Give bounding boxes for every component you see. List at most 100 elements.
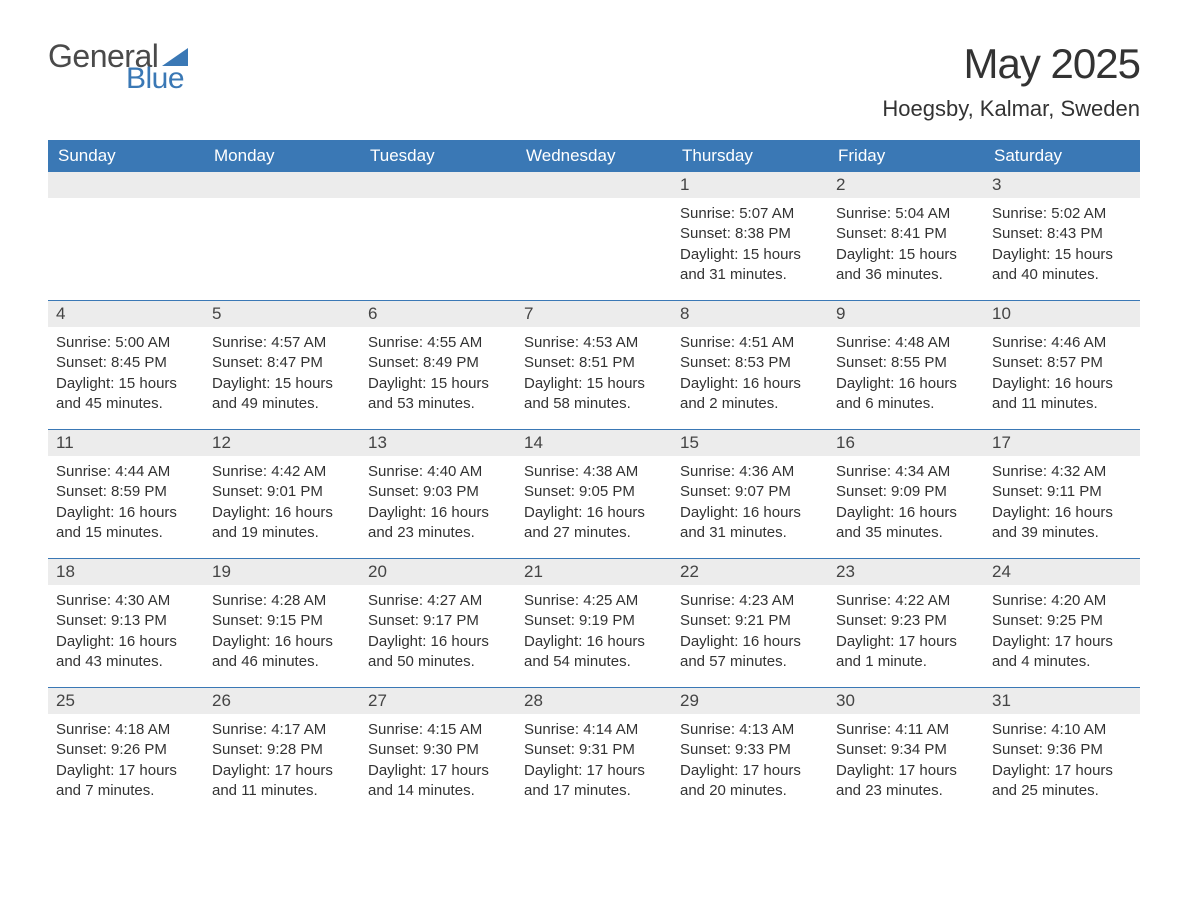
month-title: May 2025: [882, 40, 1140, 88]
sunrise-text: Sunrise: 5:02 AM: [992, 204, 1132, 224]
cell-body: Sunrise: 4:51 AMSunset: 8:53 PMDaylight:…: [672, 327, 828, 422]
sunrise-text: Sunrise: 4:44 AM: [56, 462, 196, 482]
calendar-cell: 18Sunrise: 4:30 AMSunset: 9:13 PMDayligh…: [48, 559, 204, 687]
cell-body: Sunrise: 4:11 AMSunset: 9:34 PMDaylight:…: [828, 714, 984, 809]
weekday-header-row: Sunday Monday Tuesday Wednesday Thursday…: [48, 140, 1140, 172]
daylight2-text: and 50 minutes.: [368, 652, 508, 672]
sunrise-text: Sunrise: 4:11 AM: [836, 720, 976, 740]
sunset-text: Sunset: 8:41 PM: [836, 224, 976, 244]
daylight2-text: and 31 minutes.: [680, 265, 820, 285]
day-number: 7: [516, 301, 672, 327]
sunset-text: Sunset: 9:31 PM: [524, 740, 664, 760]
cell-body: Sunrise: 4:13 AMSunset: 9:33 PMDaylight:…: [672, 714, 828, 809]
sunrise-text: Sunrise: 4:14 AM: [524, 720, 664, 740]
daylight2-text: and 4 minutes.: [992, 652, 1132, 672]
calendar-cell: 17Sunrise: 4:32 AMSunset: 9:11 PMDayligh…: [984, 430, 1140, 558]
daylight1-text: Daylight: 17 hours: [212, 761, 352, 781]
sunrise-text: Sunrise: 5:07 AM: [680, 204, 820, 224]
day-number: 19: [204, 559, 360, 585]
day-number: 9: [828, 301, 984, 327]
daylight2-text: and 11 minutes.: [992, 394, 1132, 414]
daylight2-text: and 17 minutes.: [524, 781, 664, 801]
cell-body: Sunrise: 5:02 AMSunset: 8:43 PMDaylight:…: [984, 198, 1140, 293]
day-number: 28: [516, 688, 672, 714]
cell-body: Sunrise: 4:10 AMSunset: 9:36 PMDaylight:…: [984, 714, 1140, 809]
cell-body: Sunrise: 4:32 AMSunset: 9:11 PMDaylight:…: [984, 456, 1140, 551]
day-number: 17: [984, 430, 1140, 456]
cell-body: Sunrise: 4:55 AMSunset: 8:49 PMDaylight:…: [360, 327, 516, 422]
cell-body: Sunrise: 4:20 AMSunset: 9:25 PMDaylight:…: [984, 585, 1140, 680]
daylight2-text: and 40 minutes.: [992, 265, 1132, 285]
weekday-header: Sunday: [48, 140, 204, 172]
sunset-text: Sunset: 9:28 PM: [212, 740, 352, 760]
daylight2-text: and 25 minutes.: [992, 781, 1132, 801]
weekday-header: Friday: [828, 140, 984, 172]
daylight2-text: and 43 minutes.: [56, 652, 196, 672]
sunset-text: Sunset: 9:34 PM: [836, 740, 976, 760]
cell-body: Sunrise: 4:22 AMSunset: 9:23 PMDaylight:…: [828, 585, 984, 680]
sunset-text: Sunset: 8:51 PM: [524, 353, 664, 373]
sunset-text: Sunset: 9:11 PM: [992, 482, 1132, 502]
cell-body: Sunrise: 4:40 AMSunset: 9:03 PMDaylight:…: [360, 456, 516, 551]
daylight1-text: Daylight: 17 hours: [368, 761, 508, 781]
daylight2-text: and 23 minutes.: [368, 523, 508, 543]
calendar-cell: 28 Sunrise: 4:14 AMSunset: 9:31 PMDayligh…: [516, 688, 672, 816]
calendar-cell: 11Sunrise: 4:44 AMSunset: 8:59 PMDayligh…: [48, 430, 204, 558]
sunset-text: Sunset: 9:03 PM: [368, 482, 508, 502]
daylight2-text: and 45 minutes.: [56, 394, 196, 414]
sunrise-text: Sunrise: 4:57 AM: [212, 333, 352, 353]
daylight1-text: Daylight: 17 hours: [524, 761, 664, 781]
daylight1-text: Daylight: 16 hours: [992, 503, 1132, 523]
cell-body: Sunrise: 4:28 AMSunset: 9:15 PMDaylight:…: [204, 585, 360, 680]
daylight2-text: and 20 minutes.: [680, 781, 820, 801]
sunrise-text: Sunrise: 4:27 AM: [368, 591, 508, 611]
daylight1-text: Daylight: 16 hours: [368, 632, 508, 652]
sunset-text: Sunset: 8:38 PM: [680, 224, 820, 244]
daylight1-text: Daylight: 17 hours: [836, 761, 976, 781]
daylight2-text: and 31 minutes.: [680, 523, 820, 543]
calendar-cell: 9Sunrise: 4:48 AMSunset: 8:55 PMDaylight…: [828, 301, 984, 429]
daylight2-text: and 35 minutes.: [836, 523, 976, 543]
sunset-text: Sunset: 9:26 PM: [56, 740, 196, 760]
daylight2-text: and 14 minutes.: [368, 781, 508, 801]
sunset-text: Sunset: 9:36 PM: [992, 740, 1132, 760]
cell-body: Sunrise: 4:44 AMSunset: 8:59 PMDaylight:…: [48, 456, 204, 551]
calendar-cell: 6Sunrise: 4:55 AMSunset: 8:49 PMDaylight…: [360, 301, 516, 429]
calendar-cell: 20Sunrise: 4:27 AMSunset: 9:17 PMDayligh…: [360, 559, 516, 687]
calendar-cell: 29Sunrise: 4:13 AMSunset: 9:33 PMDayligh…: [672, 688, 828, 816]
calendar-cell: 24Sunrise: 4:20 AMSunset: 9:25 PMDayligh…: [984, 559, 1140, 687]
day-number: [516, 172, 672, 198]
sunrise-text: Sunrise: 4:17 AM: [212, 720, 352, 740]
sunset-text: Sunset: 8:59 PM: [56, 482, 196, 502]
day-number: 31: [984, 688, 1140, 714]
sunrise-text: Sunrise: 4:42 AM: [212, 462, 352, 482]
calendar-cell: 12Sunrise: 4:42 AMSunset: 9:01 PMDayligh…: [204, 430, 360, 558]
sunrise-text: Sunrise: 4:51 AM: [680, 333, 820, 353]
sunset-text: Sunset: 9:23 PM: [836, 611, 976, 631]
sunrise-text: Sunrise: 4:53 AM: [524, 333, 664, 353]
sunset-text: Sunset: 8:45 PM: [56, 353, 196, 373]
calendar-week-row: 11Sunrise: 4:44 AMSunset: 8:59 PMDayligh…: [48, 429, 1140, 558]
cell-body: Sunrise: 4:57 AMSunset: 8:47 PMDaylight:…: [204, 327, 360, 422]
sunrise-text: Sunrise: 5:00 AM: [56, 333, 196, 353]
calendar-cell: [48, 172, 204, 300]
weekday-header: Saturday: [984, 140, 1140, 172]
day-number: 29: [672, 688, 828, 714]
day-number: 30: [828, 688, 984, 714]
daylight1-text: Daylight: 16 hours: [836, 503, 976, 523]
cell-body: Sunrise: 4:34 AMSunset: 9:09 PMDaylight:…: [828, 456, 984, 551]
sunset-text: Sunset: 8:49 PM: [368, 353, 508, 373]
cell-body: Sunrise: 5:00 AMSunset: 8:45 PMDaylight:…: [48, 327, 204, 422]
calendar-cell: 8Sunrise: 4:51 AMSunset: 8:53 PMDaylight…: [672, 301, 828, 429]
cell-body: Sunrise: 4:48 AMSunset: 8:55 PMDaylight:…: [828, 327, 984, 422]
page-header: General Blue May 2025 Hoegsby, Kalmar, S…: [48, 40, 1140, 122]
day-number: 14: [516, 430, 672, 456]
daylight1-text: Daylight: 15 hours: [368, 374, 508, 394]
day-number: 27: [360, 688, 516, 714]
calendar-cell: 19Sunrise: 4:28 AMSunset: 9:15 PMDayligh…: [204, 559, 360, 687]
calendar-cell: 26Sunrise: 4:17 AMSunset: 9:28 PMDayligh…: [204, 688, 360, 816]
calendar-week-row: 4Sunrise: 5:00 AMSunset: 8:45 PMDaylight…: [48, 300, 1140, 429]
day-number: 24: [984, 559, 1140, 585]
calendar-cell: 3Sunrise: 5:02 AMSunset: 8:43 PMDaylight…: [984, 172, 1140, 300]
daylight1-text: Daylight: 17 hours: [992, 632, 1132, 652]
